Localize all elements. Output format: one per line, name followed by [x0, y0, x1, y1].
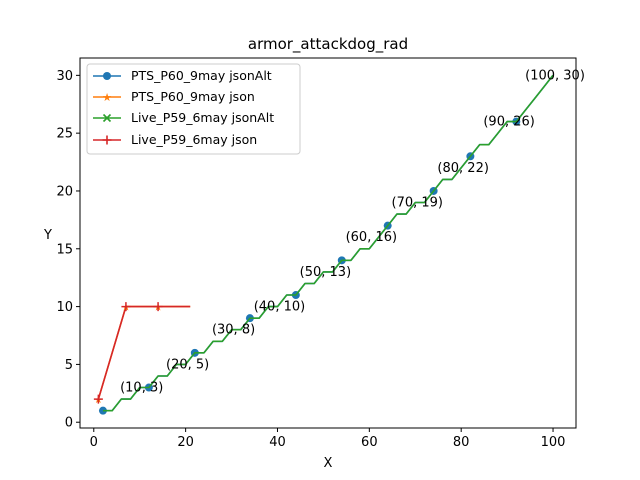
plot-frame — [79, 57, 577, 429]
y-tick-label: 20 — [56, 184, 73, 199]
point-annotation: (90, 26) — [483, 115, 535, 130]
legend-x-marker — [102, 113, 112, 123]
x-axis-label: X — [324, 456, 333, 471]
legend-label-pts-p60-jsonalt: PTS_P60_9may jsonAlt — [131, 68, 272, 83]
point-annotation: (100, 30) — [525, 68, 585, 83]
legend-box — [86, 63, 301, 155]
y-tick-label: 10 — [56, 300, 73, 315]
point-annotation: (30, 8) — [212, 323, 255, 338]
x-tick-label: 60 — [361, 435, 378, 450]
point-annotation: (70, 19) — [392, 196, 444, 211]
legend: PTS_P60_9may jsonAlt ★ PTS_P60_9may json… — [86, 63, 301, 155]
series-layer: ★★★ — [93, 74, 554, 415]
point-annotation: (10, 3) — [120, 381, 163, 396]
legend-item-pts-p60-json: ★ PTS_P60_9may json — [93, 89, 255, 104]
legend-label-pts-p60-json: PTS_P60_9may json — [131, 89, 255, 104]
y-axis-ticks: 0 5 10 15 20 25 30 — [56, 69, 80, 431]
series-line-live-p59-json — [97, 305, 191, 400]
x-tick-label: 40 — [269, 435, 286, 450]
legend-item-live-p59-json: Live_P59_6may json — [93, 132, 257, 147]
point-annotation: (60, 16) — [346, 230, 398, 245]
legend-item-pts-p60-jsonalt: PTS_P60_9may jsonAlt — [93, 68, 272, 83]
legend-plus-marker — [102, 135, 112, 145]
data-point-plus — [93, 394, 103, 404]
legend-label-live-p59-jsonalt: Live_P59_6may jsonAlt — [131, 110, 274, 125]
y-axis-label: Y — [43, 228, 52, 243]
point-annotation: (20, 5) — [166, 357, 209, 372]
series-line-live-p59-jsonalt — [103, 74, 554, 412]
y-tick-label: 0 — [65, 416, 73, 431]
data-point-circle — [98, 406, 107, 415]
legend-star-marker: ★ — [102, 91, 112, 104]
point-annotation: (50, 13) — [300, 265, 352, 280]
y-tick-label: 5 — [65, 358, 73, 373]
y-tick-label: 15 — [56, 242, 73, 257]
point-annotation: (80, 22) — [437, 161, 489, 176]
x-tick-label: 20 — [177, 435, 194, 450]
data-point-plus — [153, 302, 163, 312]
y-tick-label: 25 — [56, 127, 73, 142]
x-tick-label: 80 — [453, 435, 470, 450]
annotations-layer: (10, 3)(20, 5) (30, 8) (40, 10) (50, 13) (60… — [120, 68, 585, 395]
x-tick-label: 0 — [90, 435, 98, 450]
y-tick-label: 30 — [56, 69, 73, 84]
chart-title: armor_attackdog_rad — [248, 35, 408, 54]
point-annotation: (40, 10) — [254, 300, 306, 315]
x-tick-label: 100 — [541, 435, 566, 450]
legend-item-live-p59-jsonalt: Live_P59_6may jsonAlt — [93, 110, 274, 125]
legend-circle-marker — [103, 72, 111, 80]
legend-label-live-p59-json: Live_P59_6may json — [131, 132, 257, 147]
x-axis-ticks: 0 20 40 60 80 100 — [90, 428, 566, 450]
data-point-plus — [121, 302, 131, 312]
